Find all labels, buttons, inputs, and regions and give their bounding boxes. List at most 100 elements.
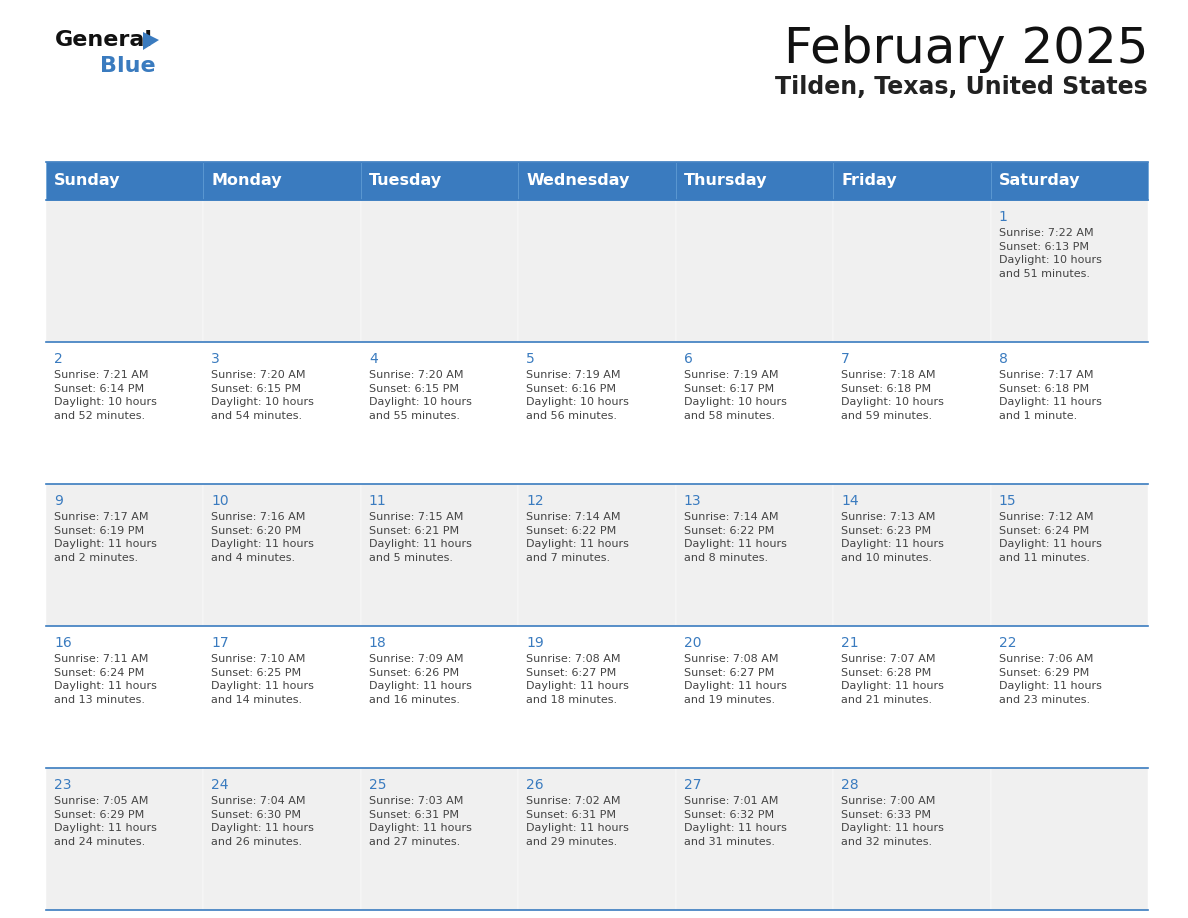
Text: General: General bbox=[55, 30, 153, 50]
Text: 22: 22 bbox=[999, 636, 1016, 650]
Bar bbox=[203, 342, 361, 484]
Text: Sunrise: 7:17 AM
Sunset: 6:18 PM
Daylight: 11 hours
and 1 minute.: Sunrise: 7:17 AM Sunset: 6:18 PM Dayligh… bbox=[999, 370, 1101, 420]
Bar bbox=[676, 626, 833, 768]
Bar bbox=[676, 162, 833, 200]
Text: Sunrise: 7:20 AM
Sunset: 6:15 PM
Daylight: 10 hours
and 55 minutes.: Sunrise: 7:20 AM Sunset: 6:15 PM Dayligh… bbox=[368, 370, 472, 420]
Bar bbox=[518, 200, 676, 342]
Bar bbox=[203, 768, 361, 910]
Bar bbox=[518, 768, 676, 910]
Text: Sunrise: 7:14 AM
Sunset: 6:22 PM
Daylight: 11 hours
and 8 minutes.: Sunrise: 7:14 AM Sunset: 6:22 PM Dayligh… bbox=[684, 512, 786, 563]
Bar bbox=[203, 200, 361, 342]
Text: Sunrise: 7:12 AM
Sunset: 6:24 PM
Daylight: 11 hours
and 11 minutes.: Sunrise: 7:12 AM Sunset: 6:24 PM Dayligh… bbox=[999, 512, 1101, 563]
Text: Sunrise: 7:16 AM
Sunset: 6:20 PM
Daylight: 11 hours
and 4 minutes.: Sunrise: 7:16 AM Sunset: 6:20 PM Dayligh… bbox=[211, 512, 315, 563]
Text: Blue: Blue bbox=[100, 56, 156, 76]
Bar bbox=[203, 484, 361, 626]
Text: Sunrise: 7:07 AM
Sunset: 6:28 PM
Daylight: 11 hours
and 21 minutes.: Sunrise: 7:07 AM Sunset: 6:28 PM Dayligh… bbox=[841, 654, 944, 705]
Text: 23: 23 bbox=[53, 778, 71, 792]
Text: 3: 3 bbox=[211, 352, 220, 366]
Text: 24: 24 bbox=[211, 778, 229, 792]
Text: 14: 14 bbox=[841, 494, 859, 508]
Bar bbox=[833, 200, 991, 342]
Text: 5: 5 bbox=[526, 352, 535, 366]
Bar bbox=[676, 200, 833, 342]
Text: Sunrise: 7:04 AM
Sunset: 6:30 PM
Daylight: 11 hours
and 26 minutes.: Sunrise: 7:04 AM Sunset: 6:30 PM Dayligh… bbox=[211, 796, 315, 846]
Text: Sunrise: 7:17 AM
Sunset: 6:19 PM
Daylight: 11 hours
and 2 minutes.: Sunrise: 7:17 AM Sunset: 6:19 PM Dayligh… bbox=[53, 512, 157, 563]
Text: Sunrise: 7:20 AM
Sunset: 6:15 PM
Daylight: 10 hours
and 54 minutes.: Sunrise: 7:20 AM Sunset: 6:15 PM Dayligh… bbox=[211, 370, 315, 420]
Bar bbox=[46, 342, 203, 484]
Text: 25: 25 bbox=[368, 778, 386, 792]
Text: 11: 11 bbox=[368, 494, 386, 508]
Bar bbox=[361, 626, 518, 768]
Text: Sunrise: 7:03 AM
Sunset: 6:31 PM
Daylight: 11 hours
and 27 minutes.: Sunrise: 7:03 AM Sunset: 6:31 PM Dayligh… bbox=[368, 796, 472, 846]
Text: 8: 8 bbox=[999, 352, 1007, 366]
Text: 15: 15 bbox=[999, 494, 1016, 508]
Bar bbox=[991, 768, 1148, 910]
Text: 9: 9 bbox=[53, 494, 63, 508]
Text: Monday: Monday bbox=[211, 174, 282, 188]
Text: Tuesday: Tuesday bbox=[368, 174, 442, 188]
Bar bbox=[46, 484, 203, 626]
Text: 18: 18 bbox=[368, 636, 386, 650]
Bar bbox=[46, 626, 203, 768]
Bar bbox=[991, 200, 1148, 342]
Bar bbox=[833, 484, 991, 626]
Text: Sunrise: 7:22 AM
Sunset: 6:13 PM
Daylight: 10 hours
and 51 minutes.: Sunrise: 7:22 AM Sunset: 6:13 PM Dayligh… bbox=[999, 228, 1101, 279]
Text: Sunrise: 7:09 AM
Sunset: 6:26 PM
Daylight: 11 hours
and 16 minutes.: Sunrise: 7:09 AM Sunset: 6:26 PM Dayligh… bbox=[368, 654, 472, 705]
Text: Tilden, Texas, United States: Tilden, Texas, United States bbox=[776, 75, 1148, 99]
Text: Sunrise: 7:11 AM
Sunset: 6:24 PM
Daylight: 11 hours
and 13 minutes.: Sunrise: 7:11 AM Sunset: 6:24 PM Dayligh… bbox=[53, 654, 157, 705]
Text: Friday: Friday bbox=[841, 174, 897, 188]
Bar bbox=[46, 200, 203, 342]
Text: Sunrise: 7:08 AM
Sunset: 6:27 PM
Daylight: 11 hours
and 18 minutes.: Sunrise: 7:08 AM Sunset: 6:27 PM Dayligh… bbox=[526, 654, 630, 705]
Bar bbox=[833, 162, 991, 200]
Text: Thursday: Thursday bbox=[684, 174, 767, 188]
Bar bbox=[361, 342, 518, 484]
Bar bbox=[203, 162, 361, 200]
Text: 13: 13 bbox=[684, 494, 701, 508]
Bar bbox=[46, 768, 203, 910]
Text: Sunday: Sunday bbox=[53, 174, 120, 188]
Text: 2: 2 bbox=[53, 352, 63, 366]
Polygon shape bbox=[143, 32, 159, 50]
Bar bbox=[833, 342, 991, 484]
Text: Sunrise: 7:00 AM
Sunset: 6:33 PM
Daylight: 11 hours
and 32 minutes.: Sunrise: 7:00 AM Sunset: 6:33 PM Dayligh… bbox=[841, 796, 944, 846]
Text: 21: 21 bbox=[841, 636, 859, 650]
Text: 17: 17 bbox=[211, 636, 229, 650]
Text: Sunrise: 7:05 AM
Sunset: 6:29 PM
Daylight: 11 hours
and 24 minutes.: Sunrise: 7:05 AM Sunset: 6:29 PM Dayligh… bbox=[53, 796, 157, 846]
Text: 19: 19 bbox=[526, 636, 544, 650]
Text: 28: 28 bbox=[841, 778, 859, 792]
Text: Sunrise: 7:19 AM
Sunset: 6:16 PM
Daylight: 10 hours
and 56 minutes.: Sunrise: 7:19 AM Sunset: 6:16 PM Dayligh… bbox=[526, 370, 630, 420]
Bar bbox=[518, 162, 676, 200]
Bar bbox=[991, 484, 1148, 626]
Text: 7: 7 bbox=[841, 352, 849, 366]
Bar bbox=[361, 162, 518, 200]
Bar bbox=[676, 768, 833, 910]
Bar bbox=[676, 342, 833, 484]
Bar bbox=[361, 768, 518, 910]
Text: Sunrise: 7:08 AM
Sunset: 6:27 PM
Daylight: 11 hours
and 19 minutes.: Sunrise: 7:08 AM Sunset: 6:27 PM Dayligh… bbox=[684, 654, 786, 705]
Bar bbox=[203, 626, 361, 768]
Text: 16: 16 bbox=[53, 636, 71, 650]
Text: Sunrise: 7:19 AM
Sunset: 6:17 PM
Daylight: 10 hours
and 58 minutes.: Sunrise: 7:19 AM Sunset: 6:17 PM Dayligh… bbox=[684, 370, 786, 420]
Bar bbox=[833, 626, 991, 768]
Text: Sunrise: 7:21 AM
Sunset: 6:14 PM
Daylight: 10 hours
and 52 minutes.: Sunrise: 7:21 AM Sunset: 6:14 PM Dayligh… bbox=[53, 370, 157, 420]
Text: 12: 12 bbox=[526, 494, 544, 508]
Text: Saturday: Saturday bbox=[999, 174, 1080, 188]
Bar bbox=[676, 484, 833, 626]
Text: Sunrise: 7:01 AM
Sunset: 6:32 PM
Daylight: 11 hours
and 31 minutes.: Sunrise: 7:01 AM Sunset: 6:32 PM Dayligh… bbox=[684, 796, 786, 846]
Text: 1: 1 bbox=[999, 210, 1007, 224]
Text: 4: 4 bbox=[368, 352, 378, 366]
Bar bbox=[991, 626, 1148, 768]
Bar bbox=[991, 162, 1148, 200]
Text: Sunrise: 7:13 AM
Sunset: 6:23 PM
Daylight: 11 hours
and 10 minutes.: Sunrise: 7:13 AM Sunset: 6:23 PM Dayligh… bbox=[841, 512, 944, 563]
Text: February 2025: February 2025 bbox=[784, 25, 1148, 73]
Text: 6: 6 bbox=[684, 352, 693, 366]
Text: Sunrise: 7:14 AM
Sunset: 6:22 PM
Daylight: 11 hours
and 7 minutes.: Sunrise: 7:14 AM Sunset: 6:22 PM Dayligh… bbox=[526, 512, 630, 563]
Text: 26: 26 bbox=[526, 778, 544, 792]
Bar bbox=[833, 768, 991, 910]
Bar bbox=[518, 342, 676, 484]
Text: Sunrise: 7:02 AM
Sunset: 6:31 PM
Daylight: 11 hours
and 29 minutes.: Sunrise: 7:02 AM Sunset: 6:31 PM Dayligh… bbox=[526, 796, 630, 846]
Text: Sunrise: 7:18 AM
Sunset: 6:18 PM
Daylight: 10 hours
and 59 minutes.: Sunrise: 7:18 AM Sunset: 6:18 PM Dayligh… bbox=[841, 370, 944, 420]
Bar bbox=[518, 626, 676, 768]
Bar bbox=[361, 200, 518, 342]
Text: 20: 20 bbox=[684, 636, 701, 650]
